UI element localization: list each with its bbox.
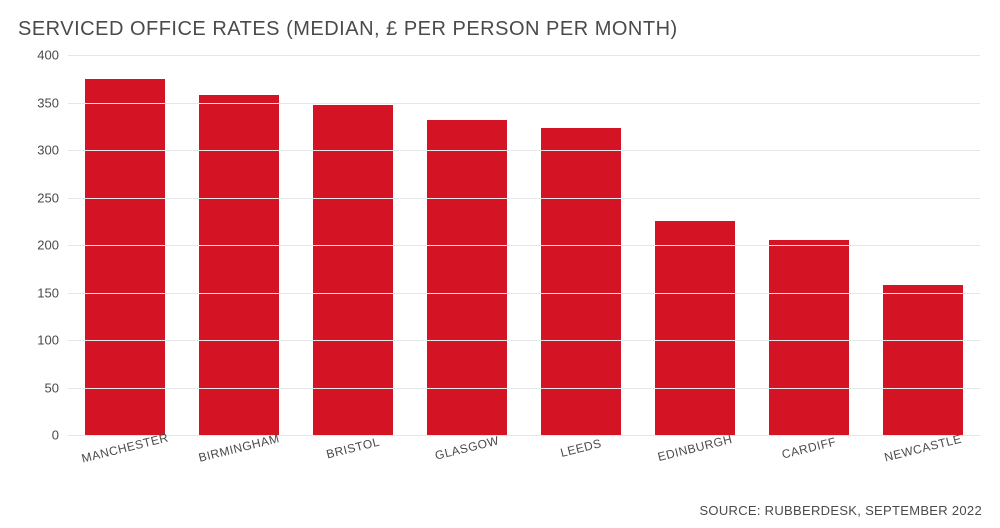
gridline <box>68 150 980 151</box>
x-axis-label: LEEDS <box>559 436 603 460</box>
bar <box>313 105 393 435</box>
y-tick-label: 400 <box>37 48 63 63</box>
y-axis: 050100150200250300350400 <box>18 55 63 435</box>
gridline <box>68 293 980 294</box>
x-label-slot: MANCHESTER <box>68 435 182 475</box>
gridline <box>68 388 980 389</box>
x-axis-label: BIRMINGHAM <box>197 431 281 465</box>
chart-plot-wrap: 050100150200250300350400 MANCHESTERBIRMI… <box>18 55 980 475</box>
x-label-slot: BIRMINGHAM <box>182 435 296 475</box>
bar <box>883 285 963 435</box>
y-tick-label: 0 <box>52 428 63 443</box>
x-label-slot: EDINBURGH <box>638 435 752 475</box>
x-axis-labels: MANCHESTERBIRMINGHAM BRISTOL GLASGOW LEEDS E… <box>68 435 980 475</box>
gridline <box>68 55 980 56</box>
y-tick-label: 50 <box>45 380 63 395</box>
y-tick-label: 250 <box>37 190 63 205</box>
bar <box>655 221 735 435</box>
y-tick-label: 200 <box>37 238 63 253</box>
x-axis-label: MANCHESTER <box>80 430 170 465</box>
x-axis-label: GLASGOW <box>434 433 501 462</box>
x-axis-label: NEWCASTLE <box>883 432 963 465</box>
x-axis-label: CARDIFF <box>780 434 837 461</box>
source-text: SOURCE: RUBBERDESK, SEPTEMBER 2022 <box>699 503 982 518</box>
x-axis-label: BRISTOL <box>325 435 381 462</box>
y-tick-label: 350 <box>37 95 63 110</box>
plot-area <box>68 55 980 435</box>
y-tick-label: 300 <box>37 143 63 158</box>
x-label-slot: BRISTOL <box>296 435 410 475</box>
gridline <box>68 245 980 246</box>
gridline <box>68 340 980 341</box>
chart-title: SERVICED OFFICE RATES (MEDIAN, £ PER PER… <box>18 18 982 41</box>
bar <box>541 128 621 435</box>
y-tick-label: 100 <box>37 333 63 348</box>
x-label-slot: NEWCASTLE <box>866 435 980 475</box>
bar <box>85 79 165 435</box>
x-label-slot: GLASGOW <box>410 435 524 475</box>
bar <box>199 95 279 435</box>
chart-container: SERVICED OFFICE RATES (MEDIAN, £ PER PER… <box>0 0 1000 528</box>
x-axis-label: EDINBURGH <box>656 432 734 464</box>
x-label-slot: CARDIFF <box>752 435 866 475</box>
y-tick-label: 150 <box>37 285 63 300</box>
gridline <box>68 198 980 199</box>
gridline <box>68 103 980 104</box>
bar <box>769 240 849 435</box>
x-label-slot: LEEDS <box>524 435 638 475</box>
